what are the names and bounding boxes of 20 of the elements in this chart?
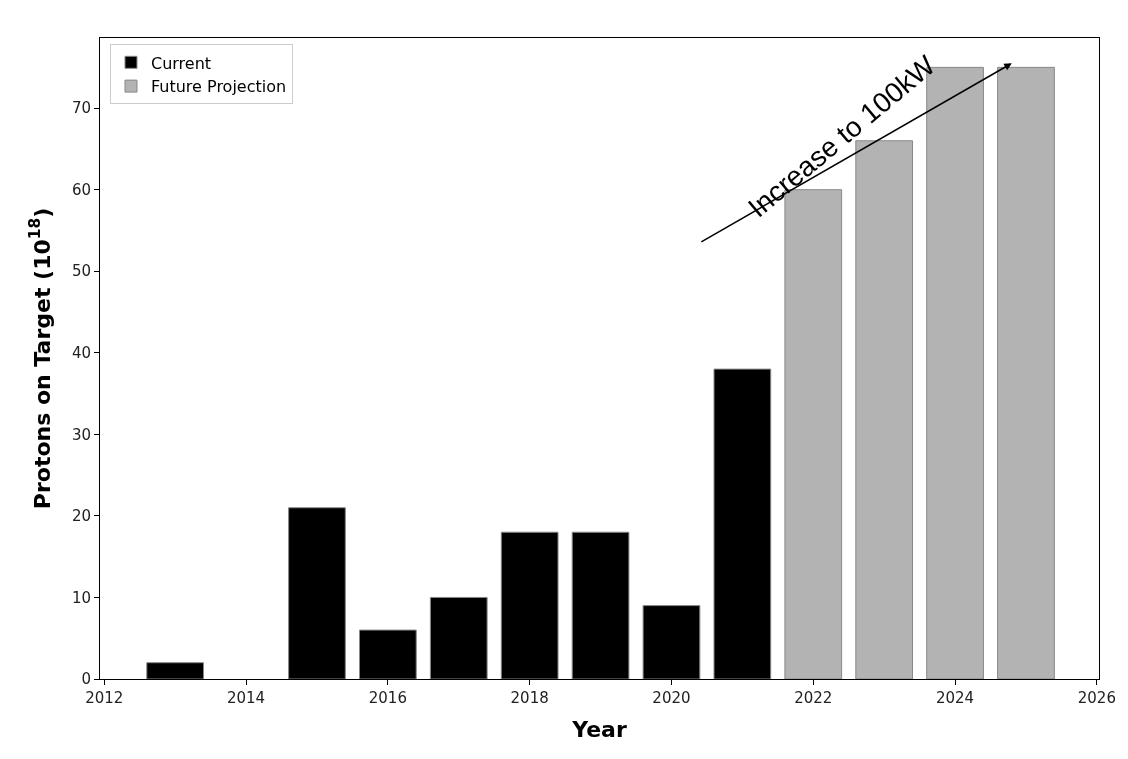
x-tick-label: 2016 — [368, 689, 407, 707]
x-tick-label: 2014 — [226, 689, 266, 707]
x-tick-label: 2026 — [1077, 689, 1116, 707]
y-tick-label: 10 — [71, 588, 91, 607]
x-axis-title: Year — [571, 716, 627, 742]
y-tick-label: 30 — [71, 425, 91, 444]
y-tick-label: 20 — [71, 507, 91, 526]
legend-label: Future Projection — [150, 77, 287, 97]
y-tick-label: 70 — [71, 99, 91, 118]
bar — [997, 66, 1055, 679]
x-tick-label: 2018 — [510, 689, 549, 707]
x-tick-label: 2022 — [794, 689, 833, 707]
y-tick-label: 40 — [71, 344, 91, 363]
y-tick-label: 60 — [71, 180, 91, 199]
x-tick-label: 2024 — [935, 689, 975, 707]
y-tick-label: 0 — [81, 670, 91, 689]
x-tick-label: 2020 — [652, 689, 691, 707]
legend-label: Current — [150, 53, 212, 73]
x-tick-label: 2012 — [85, 689, 124, 707]
y-tick-label: 50 — [71, 262, 91, 281]
